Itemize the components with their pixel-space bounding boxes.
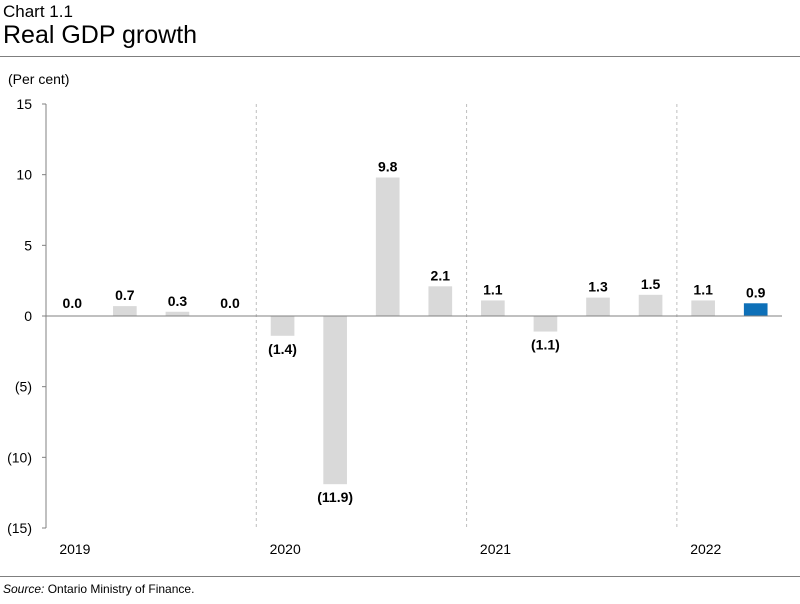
axes xyxy=(42,103,782,529)
bar xyxy=(638,294,663,316)
data-label: 1.3 xyxy=(588,279,608,295)
data-label: 0.3 xyxy=(168,293,188,309)
data-label: 9.8 xyxy=(378,158,398,174)
year-label: 2020 xyxy=(270,541,301,557)
bar xyxy=(481,300,505,316)
chart-title: Real GDP growth xyxy=(3,21,198,49)
year-label: 2021 xyxy=(480,541,511,557)
data-label: 0.7 xyxy=(115,287,135,303)
data-label: 0.0 xyxy=(220,295,240,311)
source-text: Ontario Ministry of Finance. xyxy=(44,582,195,596)
data-label: 0.9 xyxy=(746,284,766,300)
y-tick-label: 15 xyxy=(16,96,32,112)
bar xyxy=(270,316,295,336)
bar xyxy=(743,303,768,316)
chart-number-label: Chart 1.1 xyxy=(3,2,73,21)
y-tick-labels: 15 10 5 0 (5) (10) (15) xyxy=(7,96,32,536)
data-label: 1.5 xyxy=(641,276,661,292)
data-label: 0.0 xyxy=(63,295,83,311)
y-tick-label: (10) xyxy=(7,449,32,465)
data-label: 1.1 xyxy=(483,281,503,297)
bar xyxy=(533,316,558,332)
y-tick-label: (5) xyxy=(15,379,32,395)
y-tick-label: 0 xyxy=(24,308,32,324)
bar xyxy=(586,297,610,316)
header-rule xyxy=(0,56,800,57)
bar xyxy=(323,316,347,485)
footer-rule xyxy=(0,576,800,577)
source-note: Source: Ontario Ministry of Finance. xyxy=(3,582,194,596)
data-label: (1.4) xyxy=(268,341,297,357)
year-label: 2022 xyxy=(690,541,721,557)
bars xyxy=(113,177,768,485)
y-axis-label: (Per cent) xyxy=(8,71,69,87)
data-label: (1.1) xyxy=(531,337,560,353)
data-label: 2.1 xyxy=(431,267,451,283)
year-labels: 2019 2020 2021 2022 xyxy=(59,541,721,557)
bar xyxy=(428,286,453,316)
data-labels: 0.0 0.7 0.3 0.0 (1.4) (11.9) 9.8 2.1 1.1 (1.1) 1.3… xyxy=(63,158,766,505)
y-tick-label: (15) xyxy=(7,520,32,536)
source-label: Source: xyxy=(3,582,45,596)
bar xyxy=(691,300,715,316)
year-label: 2019 xyxy=(59,541,90,557)
bar xyxy=(113,306,137,316)
y-tick-label: 5 xyxy=(24,237,32,253)
bar xyxy=(165,311,190,316)
bar xyxy=(375,177,400,316)
data-label: (11.9) xyxy=(317,489,353,505)
y-tick-label: 10 xyxy=(16,167,32,183)
data-label: 1.1 xyxy=(693,281,713,297)
